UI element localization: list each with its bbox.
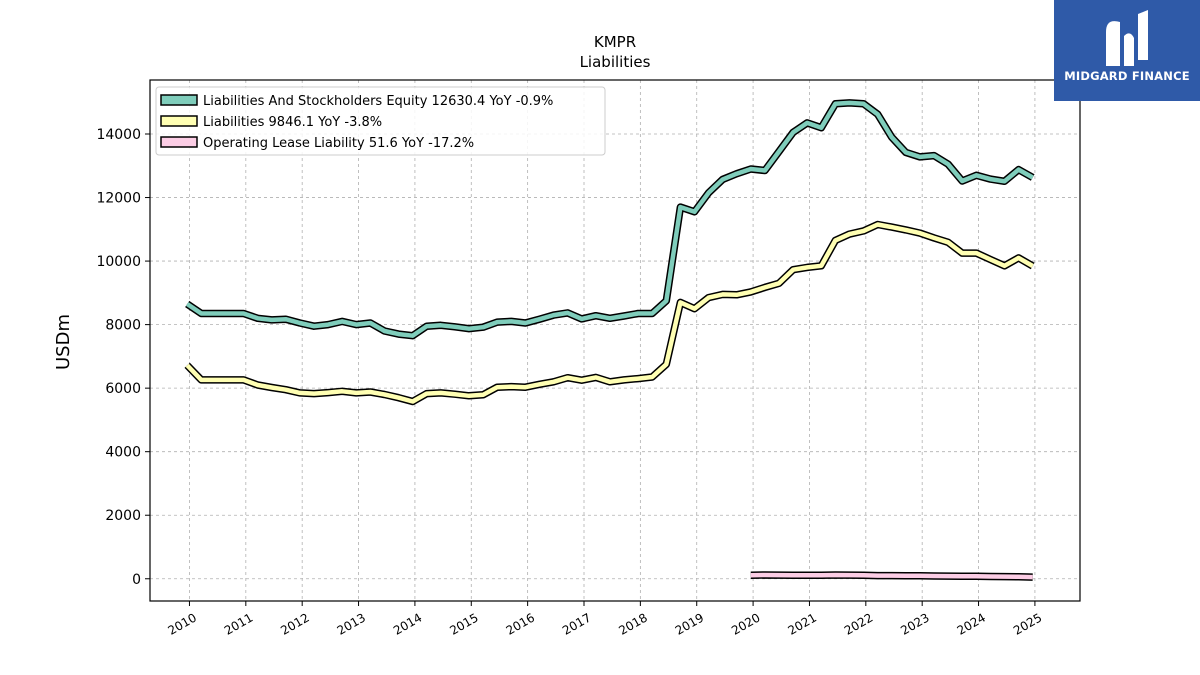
y-tick-label: 12000 xyxy=(96,191,141,207)
legend-box xyxy=(155,86,606,156)
x-tick-label: 2022 xyxy=(842,610,875,637)
grid-lines xyxy=(150,80,1080,601)
x-tick-label: 2019 xyxy=(673,610,706,637)
y-tick-label: 6000 xyxy=(105,381,141,397)
x-tick-label: 2015 xyxy=(447,610,480,637)
plot-frame xyxy=(149,79,1081,602)
series-layer xyxy=(184,99,1035,581)
y-axis: 0 2000 4000 6000 8000 10000 12000 14000 xyxy=(96,127,150,588)
series-line-liabilities xyxy=(185,222,1034,404)
chart-subtitle: Liabilities xyxy=(580,53,651,71)
series-outline-liabilities xyxy=(184,220,1035,406)
y-axis-label: USDm xyxy=(53,314,74,370)
legend-swatch xyxy=(160,94,198,106)
x-tick-label: 2016 xyxy=(504,610,537,637)
y-tick-label: 4000 xyxy=(105,445,141,461)
chart-title: KMPR xyxy=(594,33,636,51)
legend: Liabilities And Stockholders Equity 1263… xyxy=(155,86,606,156)
y-tick-label: 10000 xyxy=(96,254,141,270)
x-tick-label: 2013 xyxy=(335,610,368,637)
legend-swatch xyxy=(160,136,198,148)
x-tick-label: 2021 xyxy=(786,610,819,637)
legend-label: Liabilities And Stockholders Equity 1263… xyxy=(203,94,553,109)
y-tick-label: 2000 xyxy=(105,508,141,524)
legend-label: Liabilities 9846.1 YoY -3.8% xyxy=(203,115,382,130)
y-tick-label: 8000 xyxy=(105,318,141,334)
logo-mark-icon xyxy=(1106,10,1148,66)
x-tick-label: 2011 xyxy=(222,610,255,637)
x-axis: 2010 2011 2012 2013 2014 2015 2016 2017 2018 2019… xyxy=(166,601,1044,638)
x-tick-label: 2017 xyxy=(560,610,593,637)
legend-swatch xyxy=(160,115,198,127)
legend-label: Operating Lease Liability 51.6 YoY -17.2… xyxy=(203,136,474,151)
brand-logo: MIDGARD FINANCE xyxy=(1054,0,1200,101)
y-tick-label: 0 xyxy=(132,572,141,588)
series-line-operating-lease-liability xyxy=(750,572,1033,580)
x-tick-label: 2012 xyxy=(278,610,311,637)
x-tick-label: 2024 xyxy=(955,610,988,637)
x-tick-label: 2025 xyxy=(1011,610,1044,637)
x-tick-label: 2020 xyxy=(729,610,762,637)
brand-name: MIDGARD FINANCE xyxy=(1064,69,1190,83)
x-tick-label: 2010 xyxy=(166,610,199,637)
x-tick-label: 2018 xyxy=(616,610,649,637)
x-tick-label: 2014 xyxy=(391,610,424,637)
series-line-liabilities-and-stockholders-equity xyxy=(185,100,1034,338)
x-tick-label: 2023 xyxy=(898,610,931,637)
y-tick-label: 14000 xyxy=(96,127,141,143)
